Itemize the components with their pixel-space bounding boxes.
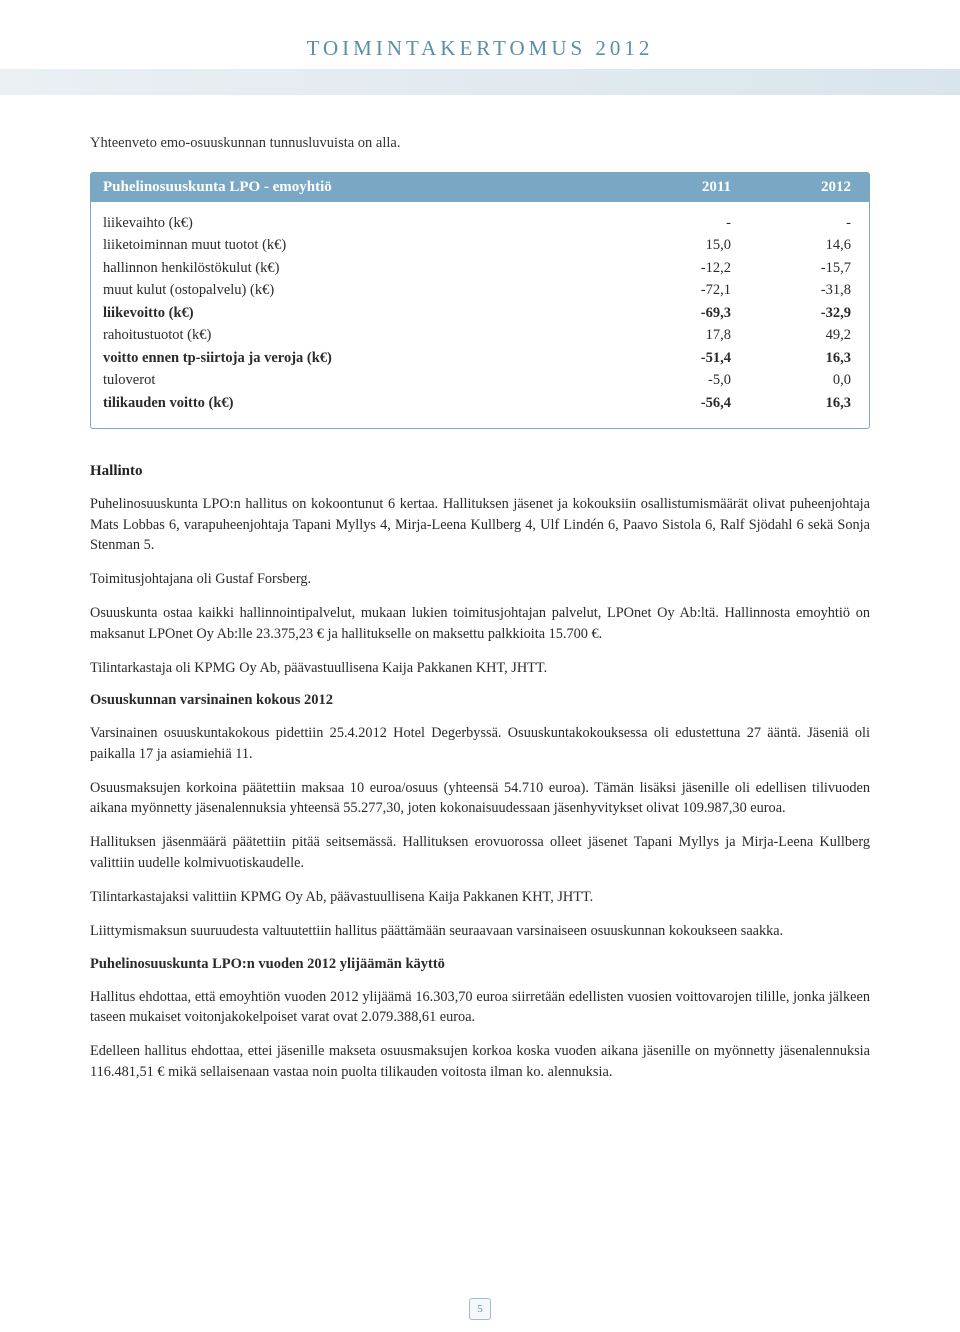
table-cell-2012: - [749,212,869,234]
table-cell-2012: 16,3 [749,347,869,369]
subheading-ylijaama: Puhelinosuuskunta LPO:n vuoden 2012 ylij… [90,956,870,973]
table-cell-label: tuloverot [91,369,629,391]
table-cell-label: liiketoiminnan muut tuotot (k€) [91,234,629,256]
paragraph: Varsinainen osuuskuntakokous pidettiin 2… [90,723,870,764]
table-row: muut kulut (ostopalvelu) (k€)-72,1-31,8 [91,279,869,301]
intro-text: Yhteenveto emo-osuuskunnan tunnusluvuist… [90,135,870,152]
financial-table: Puhelinosuuskunta LPO - emoyhtiö 2011 20… [90,172,870,429]
paragraph: Puhelinosuuskunta LPO:n hallitus on koko… [90,494,870,555]
table-cell-2012: -32,9 [749,302,869,324]
table-row: liiketoiminnan muut tuotot (k€)15,014,6 [91,234,869,256]
page-title: TOIMINTAKERTOMUS 2012 [90,36,870,61]
table-header-label: Puhelinosuuskunta LPO - emoyhtiö [91,173,629,202]
table-cell-2012: 14,6 [749,234,869,256]
table-row: hallinnon henkilöstökulut (k€)-12,2-15,7 [91,257,869,279]
table-row: tuloverot-5,00,0 [91,369,869,391]
table-cell-2011: - [629,212,749,234]
paragraph: Toimitusjohtajana oli Gustaf Forsberg. [90,569,870,589]
table-cell-2011: -69,3 [629,302,749,324]
page-number: 5 [469,1298,491,1320]
table-body: liikevaihto (k€)--liiketoiminnan muut tu… [91,202,869,428]
table-header-col-2011: 2011 [629,173,749,202]
table-row: liikevoitto (k€)-69,3-32,9 [91,302,869,324]
table-cell-2012: 49,2 [749,324,869,346]
table-cell-2012: 0,0 [749,369,869,391]
paragraph: Osuusmaksujen korkoina päätettiin maksaa… [90,778,870,819]
header-band [0,69,960,95]
table-cell-2012: 16,3 [749,392,869,414]
table-cell-label: liikevaihto (k€) [91,212,629,234]
subheading-kokous-2012: Osuuskunnan varsinainen kokous 2012 [90,692,870,709]
table-row: rahoitustuotot (k€)17,849,2 [91,324,869,346]
paragraph: Osuuskunta ostaa kaikki hallinnointipalv… [90,603,870,644]
section-heading-hallinto: Hallinto [90,463,870,480]
table-cell-label: liikevoitto (k€) [91,302,629,324]
table-cell-2012: -15,7 [749,257,869,279]
paragraph: Edelleen hallitus ehdottaa, ettei jäseni… [90,1041,870,1082]
table-cell-2012: -31,8 [749,279,869,301]
paragraph: Tilintarkastajaksi valittiin KPMG Oy Ab,… [90,887,870,907]
table-row: liikevaihto (k€)-- [91,212,869,234]
document-page: TOIMINTAKERTOMUS 2012 Yhteenveto emo-osu… [0,0,960,1332]
table-header-col-2012: 2012 [749,173,869,202]
table-cell-label: hallinnon henkilöstökulut (k€) [91,257,629,279]
paragraph: Hallitus ehdottaa, että emoyhtiön vuoden… [90,987,870,1028]
table-cell-2011: -56,4 [629,392,749,414]
paragraph: Tilintarkastaja oli KPMG Oy Ab, päävastu… [90,658,870,678]
table-cell-2011: -72,1 [629,279,749,301]
table-cell-label: muut kulut (ostopalvelu) (k€) [91,279,629,301]
table-cell-2011: 15,0 [629,234,749,256]
table-row: voitto ennen tp-siirtoja ja veroja (k€)-… [91,347,869,369]
paragraph: Liittymismaksun suuruudesta valtuutettii… [90,921,870,941]
table-cell-2011: 17,8 [629,324,749,346]
table-row: tilikauden voitto (k€)-56,416,3 [91,392,869,414]
table-cell-label: rahoitustuotot (k€) [91,324,629,346]
table-cell-2011: -12,2 [629,257,749,279]
table-cell-2011: -51,4 [629,347,749,369]
paragraph: Hallituksen jäsenmäärä päätettiin pitää … [90,832,870,873]
table-cell-label: voitto ennen tp-siirtoja ja veroja (k€) [91,347,629,369]
table-cell-label: tilikauden voitto (k€) [91,392,629,414]
table-cell-2011: -5,0 [629,369,749,391]
table-header-row: Puhelinosuuskunta LPO - emoyhtiö 2011 20… [91,173,869,202]
